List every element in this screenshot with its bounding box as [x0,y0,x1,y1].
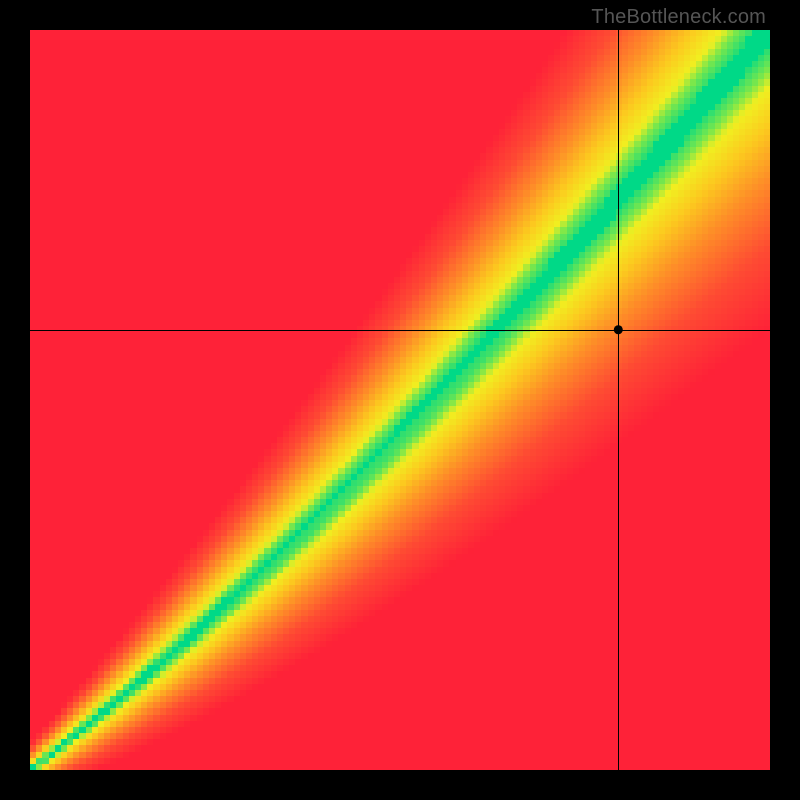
watermark-text: TheBottleneck.com [591,6,766,29]
heatmap-canvas [30,30,770,770]
heatmap-plot [30,30,770,770]
chart-container: TheBottleneck.com [0,0,800,800]
